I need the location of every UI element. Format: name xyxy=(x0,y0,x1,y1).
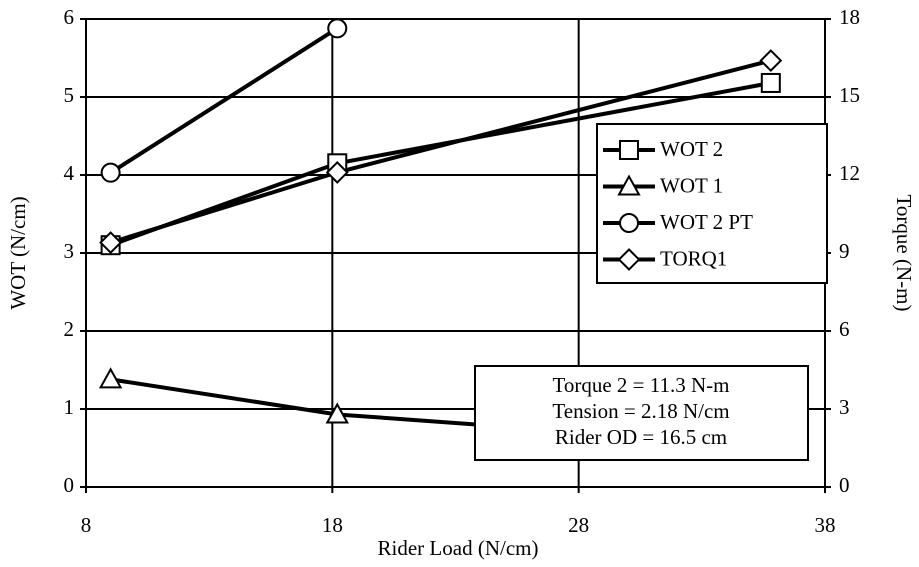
y-tick-label: 6 xyxy=(64,5,75,29)
y2-tick-label: 15 xyxy=(839,83,860,107)
annotation: Rider OD = 16.5 cm xyxy=(555,425,727,449)
y2-tick-label: 0 xyxy=(839,473,850,497)
x-tick-label: 38 xyxy=(815,513,836,537)
x-tick-label: 18 xyxy=(322,513,343,537)
y-axis-label: WOT (N/cm) xyxy=(6,196,30,309)
y2-tick-label: 6 xyxy=(839,317,850,341)
marker xyxy=(99,231,123,255)
marker xyxy=(617,248,641,271)
legend-label: WOT 2 PT xyxy=(660,210,753,234)
y-tick-label: 1 xyxy=(64,395,75,419)
y-tick-label: 3 xyxy=(64,239,75,263)
annotation: Tension = 2.18 N/cm xyxy=(552,399,729,423)
legend-label: TORQ1 xyxy=(660,246,727,270)
series-line xyxy=(109,26,339,175)
marker xyxy=(759,49,783,73)
legend-label: WOT 2 xyxy=(660,137,723,161)
marker xyxy=(100,162,121,183)
marker xyxy=(619,140,639,160)
marker xyxy=(327,18,348,39)
y-tick-label: 2 xyxy=(64,317,75,341)
y-tick-label: 0 xyxy=(64,473,75,497)
y2-axis-label: Torque (N-m) xyxy=(892,195,916,312)
y2-tick-label: 12 xyxy=(839,161,860,185)
legend-label: WOT 1 xyxy=(660,173,723,197)
x-axis-label: Rider Load (N/cm) xyxy=(378,536,539,560)
marker xyxy=(619,213,639,233)
marker xyxy=(98,367,123,389)
y-tick-label: 5 xyxy=(64,83,75,107)
y2-tick-label: 3 xyxy=(839,395,850,419)
marker xyxy=(760,72,781,93)
y2-tick-label: 9 xyxy=(839,239,850,263)
y-tick-label: 4 xyxy=(64,161,75,185)
marker xyxy=(617,174,641,196)
x-tick-label: 28 xyxy=(568,513,589,537)
y2-tick-label: 18 xyxy=(839,5,860,29)
x-tick-label: 8 xyxy=(81,513,92,537)
marker xyxy=(325,160,349,184)
marker xyxy=(325,402,349,424)
annotation: Torque 2 = 11.3 N-m xyxy=(553,373,730,397)
annotation-box xyxy=(474,365,809,461)
